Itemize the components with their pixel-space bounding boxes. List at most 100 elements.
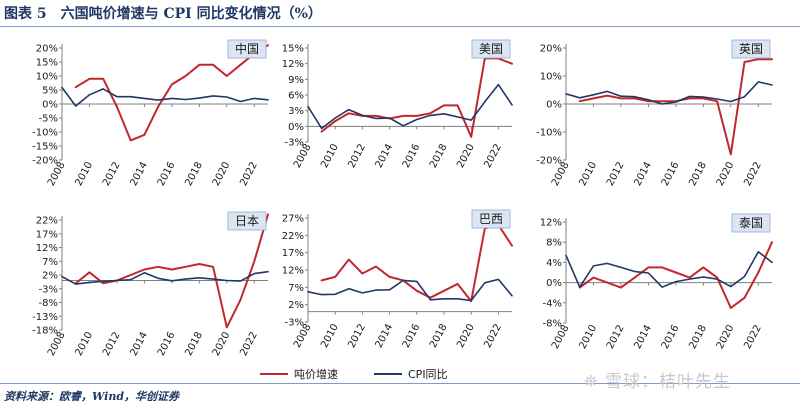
x-tick-label: 2022 [742,160,764,188]
y-tick-label: -5% [39,114,58,125]
title-divider [0,26,800,27]
y-tick-label: 4% [546,258,562,269]
x-tick-label: 2020 [211,160,233,188]
x-tick-label: 2022 [482,322,504,350]
x-tick-label: 2022 [742,323,764,351]
panel-title: 英国 [739,42,763,56]
panel-title-box [227,39,267,59]
x-tick-label: 2012 [101,160,123,188]
y-tick-label: 0% [546,278,562,289]
y-tick-label: -8% [39,298,58,309]
y-tick-label: -10% [32,128,58,139]
panel-title: 泰国 [739,216,763,230]
x-tick-label: 2016 [660,323,682,351]
y-tick-label: 7% [288,283,304,294]
chart-panel-3: 22%17%12%7%2%-3%-8%-13%-18%2008 2010 2012 2… [32,211,269,358]
legend-swatch-series1 [260,373,288,375]
y-tick-label: 9% [288,75,304,86]
series-cpi-line [61,86,269,107]
chart-panel-0: 20%15%10%5%0%-5%-10%-15%-20%2008 2010 2012… [32,39,269,188]
x-tick-label: 2010 [319,142,341,170]
chart-panel-2: 20%10%0%-10%-20%2008 2010 2012 2014 2016 2018… [536,39,773,188]
y-tick-label: 17% [36,229,58,240]
x-tick-label: 2016 [156,160,178,188]
x-tick-label: 2022 [482,142,504,170]
x-tick-label: 2020 [211,330,233,358]
y-tick-label: -3% [285,318,304,329]
x-tick-label: 2016 [660,160,682,188]
y-tick-label: 15% [282,44,304,55]
x-tick-label: 2020 [715,323,737,351]
x-tick-label: 2012 [346,142,368,170]
figure-title: 图表 5 六国吨价增速与 CPI 同比变化情况（%） [4,6,322,22]
x-tick-label: 2010 [319,322,341,350]
x-tick-label: 2014 [128,330,150,358]
y-tick-label: 17% [282,248,304,259]
series-price-line [74,44,269,142]
y-tick-label: 0% [546,100,562,111]
y-tick-label: 22% [282,231,304,242]
y-tick-label: 3% [288,106,304,117]
y-tick-label: 12% [282,266,304,277]
chart-panel-1: 15%12%9%6%3%0%-3%2008 2010 2012 2014 2016 201… [282,39,513,170]
series-cpi-line [565,81,773,105]
y-tick-label: -4% [543,298,562,309]
chart-panel-4: 27%22%17%12%7%2%-3%2008 2010 2012 2014 2016 2… [282,209,513,350]
y-tick-label: 12% [282,59,304,70]
x-tick-label: 2010 [577,160,599,188]
source-note: 资料来源：欧睿，Wind，华创证券 [4,390,180,403]
x-tick-label: 2010 [73,160,95,188]
series-price-line [578,241,773,309]
y-tick-label: 27% [282,214,304,225]
source-divider [0,383,800,384]
x-tick-label: 2012 [346,322,368,350]
panel-title-box [731,39,771,59]
y-tick-label: 15% [36,58,58,69]
y-tick-label: 12% [36,243,58,254]
x-tick-label: 2020 [455,322,477,350]
x-tick-label: 2020 [455,142,477,170]
y-tick-label: 2% [42,271,58,282]
x-tick-label: 2016 [401,142,423,170]
series-price-line [74,213,269,329]
x-tick-label: 2018 [183,160,205,188]
x-tick-label: 2018 [183,330,205,358]
x-tick-label: 2022 [238,330,260,358]
x-tick-label: 2016 [156,330,178,358]
x-tick-label: 2018 [687,160,709,188]
series-price-line [320,57,513,138]
panel-title: 中国 [235,41,259,56]
x-tick-label: 2018 [428,142,450,170]
chart-panel-5: 12%8%4%0%-4%-8%2008 2010 2012 2014 2016 2018 2… [540,213,773,351]
y-tick-label: 22% [36,216,58,227]
x-tick-label: 2010 [577,323,599,351]
x-tick-label: 2022 [238,160,260,188]
x-tick-label: 2016 [401,322,423,350]
y-tick-label: -10% [536,128,562,139]
watermark: ⛯ 雪球：桔叶先生 [584,372,732,392]
x-tick-label: 2018 [428,322,450,350]
panel-title: 日本 [235,214,259,228]
x-tick-label: 2012 [101,330,123,358]
y-tick-label: 10% [36,72,58,83]
panel-title-box [471,209,511,229]
series-cpi-line [307,278,513,302]
x-tick-label: 2020 [715,160,737,188]
x-tick-label: 2018 [687,323,709,351]
panel-title-box [731,213,771,233]
x-tick-label: 2014 [374,322,396,350]
y-tick-label: 2% [288,300,304,311]
y-tick-label: -3% [39,284,58,295]
x-tick-label: 2014 [632,160,654,188]
series-cpi-line [61,270,269,285]
legend-swatch-series2 [374,373,402,375]
x-tick-label: 2014 [632,323,654,351]
y-tick-label: -20% [536,156,562,167]
y-tick-label: -20% [32,156,58,167]
y-tick-label: 10% [540,72,562,83]
x-tick-label: 2012 [605,160,627,188]
x-tick-label: 2014 [128,160,150,188]
panel-title-box [227,211,267,231]
panel-title: 巴西 [479,212,503,226]
